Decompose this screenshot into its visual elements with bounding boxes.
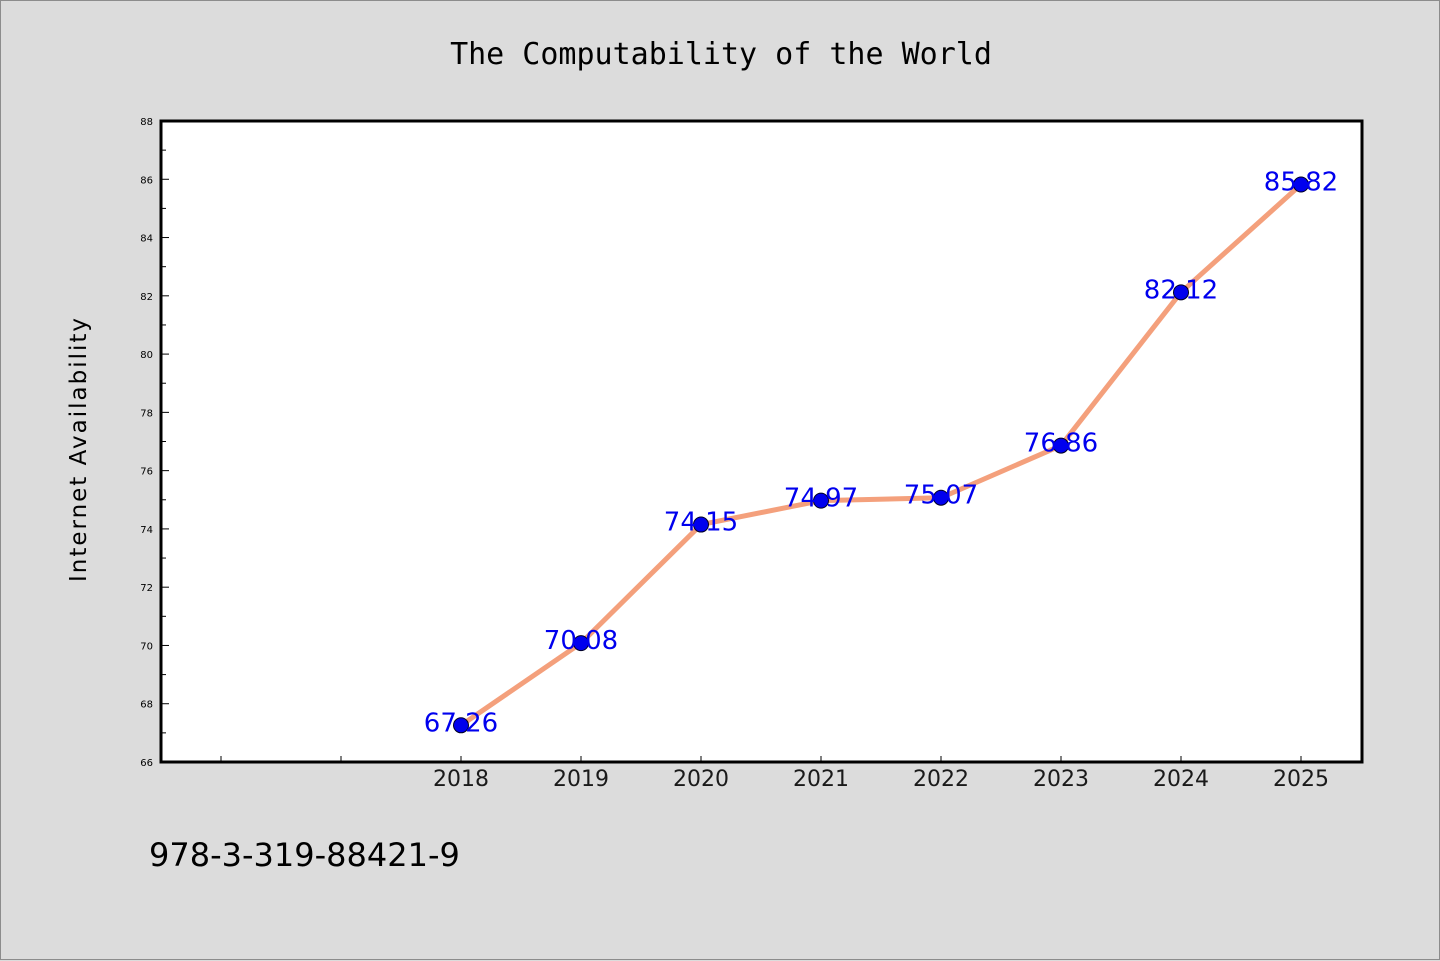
chart-title: The Computability of the World — [450, 37, 992, 72]
y-tick-label: 86 — [140, 175, 153, 186]
y-tick-label: 70 — [140, 641, 153, 652]
x-axis: 2018 2019 2020 2021 2022 2023 2024 2025 — [220, 756, 1329, 792]
data-label: 85.82 — [1264, 168, 1338, 198]
data-point — [693, 516, 709, 533]
data-point — [1053, 437, 1069, 454]
y-tick-label: 88 — [140, 117, 153, 128]
data-label: 67.26 — [424, 708, 498, 738]
x-tick-label: 2018 — [433, 767, 489, 792]
y-tick-label: 74 — [140, 525, 153, 536]
data-label: 75.07 — [904, 481, 978, 511]
y-tick-label: 82 — [140, 292, 153, 303]
y-tick-label: 66 — [140, 758, 153, 769]
x-tick-label: 2023 — [1033, 767, 1089, 792]
x-tick-label: 2019 — [553, 767, 609, 792]
y-tick-label: 76 — [140, 467, 153, 478]
y-axis-label: Internet Availability — [66, 316, 92, 582]
y-tick-label: 68 — [140, 700, 153, 711]
y-tick-label: 80 — [140, 350, 153, 361]
x-tick-label: 2022 — [913, 767, 969, 792]
plot-frame — [159, 119, 1364, 764]
data-label: 74.15 — [664, 508, 738, 538]
data-label: 74.97 — [784, 484, 858, 514]
series-line — [458, 182, 1304, 728]
x-tick-label: 2025 — [1273, 767, 1329, 792]
series-line-group — [458, 182, 1304, 728]
y-axis: 66 68 70 72 74 76 78 80 82 84 86 88 — [140, 117, 169, 769]
data-point — [1173, 284, 1189, 301]
data-point — [813, 492, 829, 509]
data-label: 76.86 — [1024, 429, 1098, 459]
data-label-group: 67.26 70.08 74.15 74.97 75.07 76.86 82.12 85.82 — [424, 168, 1338, 739]
x-tick-label: 2021 — [793, 767, 849, 792]
y-tick-label: 78 — [140, 408, 153, 419]
y-tick-label: 84 — [140, 234, 153, 245]
data-point — [573, 635, 589, 652]
data-point — [453, 717, 469, 734]
data-label: 70.08 — [544, 626, 618, 656]
data-point — [933, 489, 949, 506]
footer-isbn: 978-3-319-88421-9 — [149, 836, 460, 874]
x-tick-label: 2020 — [673, 767, 729, 792]
x-tick-label: 2024 — [1153, 767, 1209, 792]
data-point — [1293, 176, 1309, 193]
data-label: 82.12 — [1144, 275, 1218, 305]
plot-area — [161, 121, 1362, 762]
marker-group — [453, 176, 1309, 734]
y-tick-label: 72 — [140, 583, 153, 594]
